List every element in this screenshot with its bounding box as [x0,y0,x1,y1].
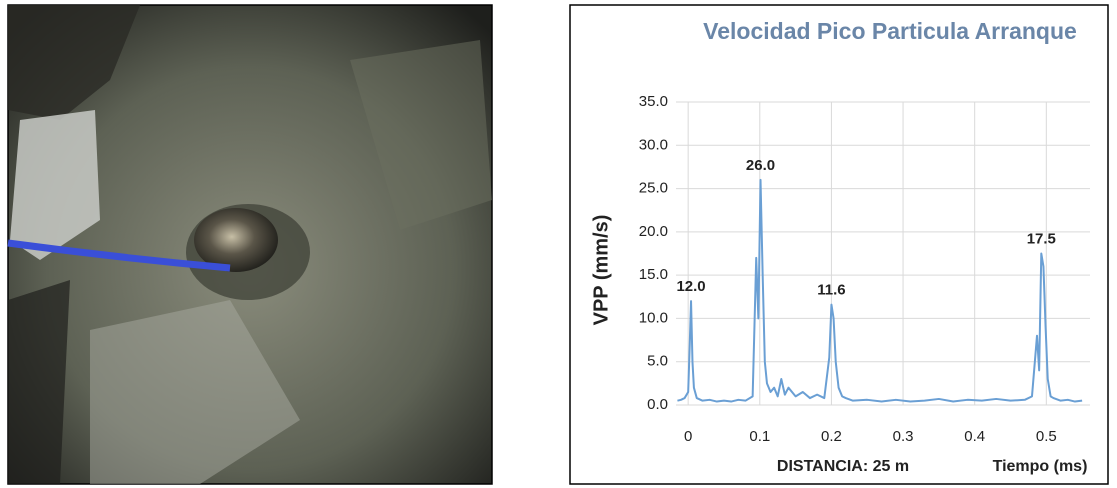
y-tick-label: 25.0 [639,180,668,197]
y-tick-label: 35.0 [639,93,668,110]
y-tick-label: 30.0 [639,136,668,153]
data-label: 12.0 [676,278,705,295]
x-tick-label: 0.2 [821,428,842,445]
y-tick-label: 10.0 [639,309,668,326]
photo [8,5,492,484]
y-tick-label: 5.0 [647,353,668,370]
figure: VPP (mm/s) Tiempo (ms) DISTANCIA: 25 m 0… [0,0,1117,488]
x-tick-label: 0 [684,428,692,445]
x-tick-label: 0.3 [893,428,914,445]
chart-title: Velocidad Pico Particula Arranque [700,12,1080,50]
x-tick-label: 0.4 [964,428,985,445]
data-label: 17.5 [1027,230,1056,247]
canvas: VPP (mm/s) Tiempo (ms) DISTANCIA: 25 m 0… [0,0,1117,488]
x-tick-label: 0.1 [749,428,770,445]
y-tick-label: 15.0 [639,266,668,283]
data-label: 11.6 [817,282,845,299]
data-label: 26.0 [746,157,775,174]
x-axis-label: Tiempo (ms) [993,458,1088,475]
x-tick-label: 0.5 [1036,428,1057,445]
y-tick-label: 0.0 [647,396,668,413]
annotation: DISTANCIA: 25 m [777,458,909,475]
y-tick-label: 20.0 [639,223,668,240]
y-axis-label: VPP (mm/s) [590,215,612,326]
